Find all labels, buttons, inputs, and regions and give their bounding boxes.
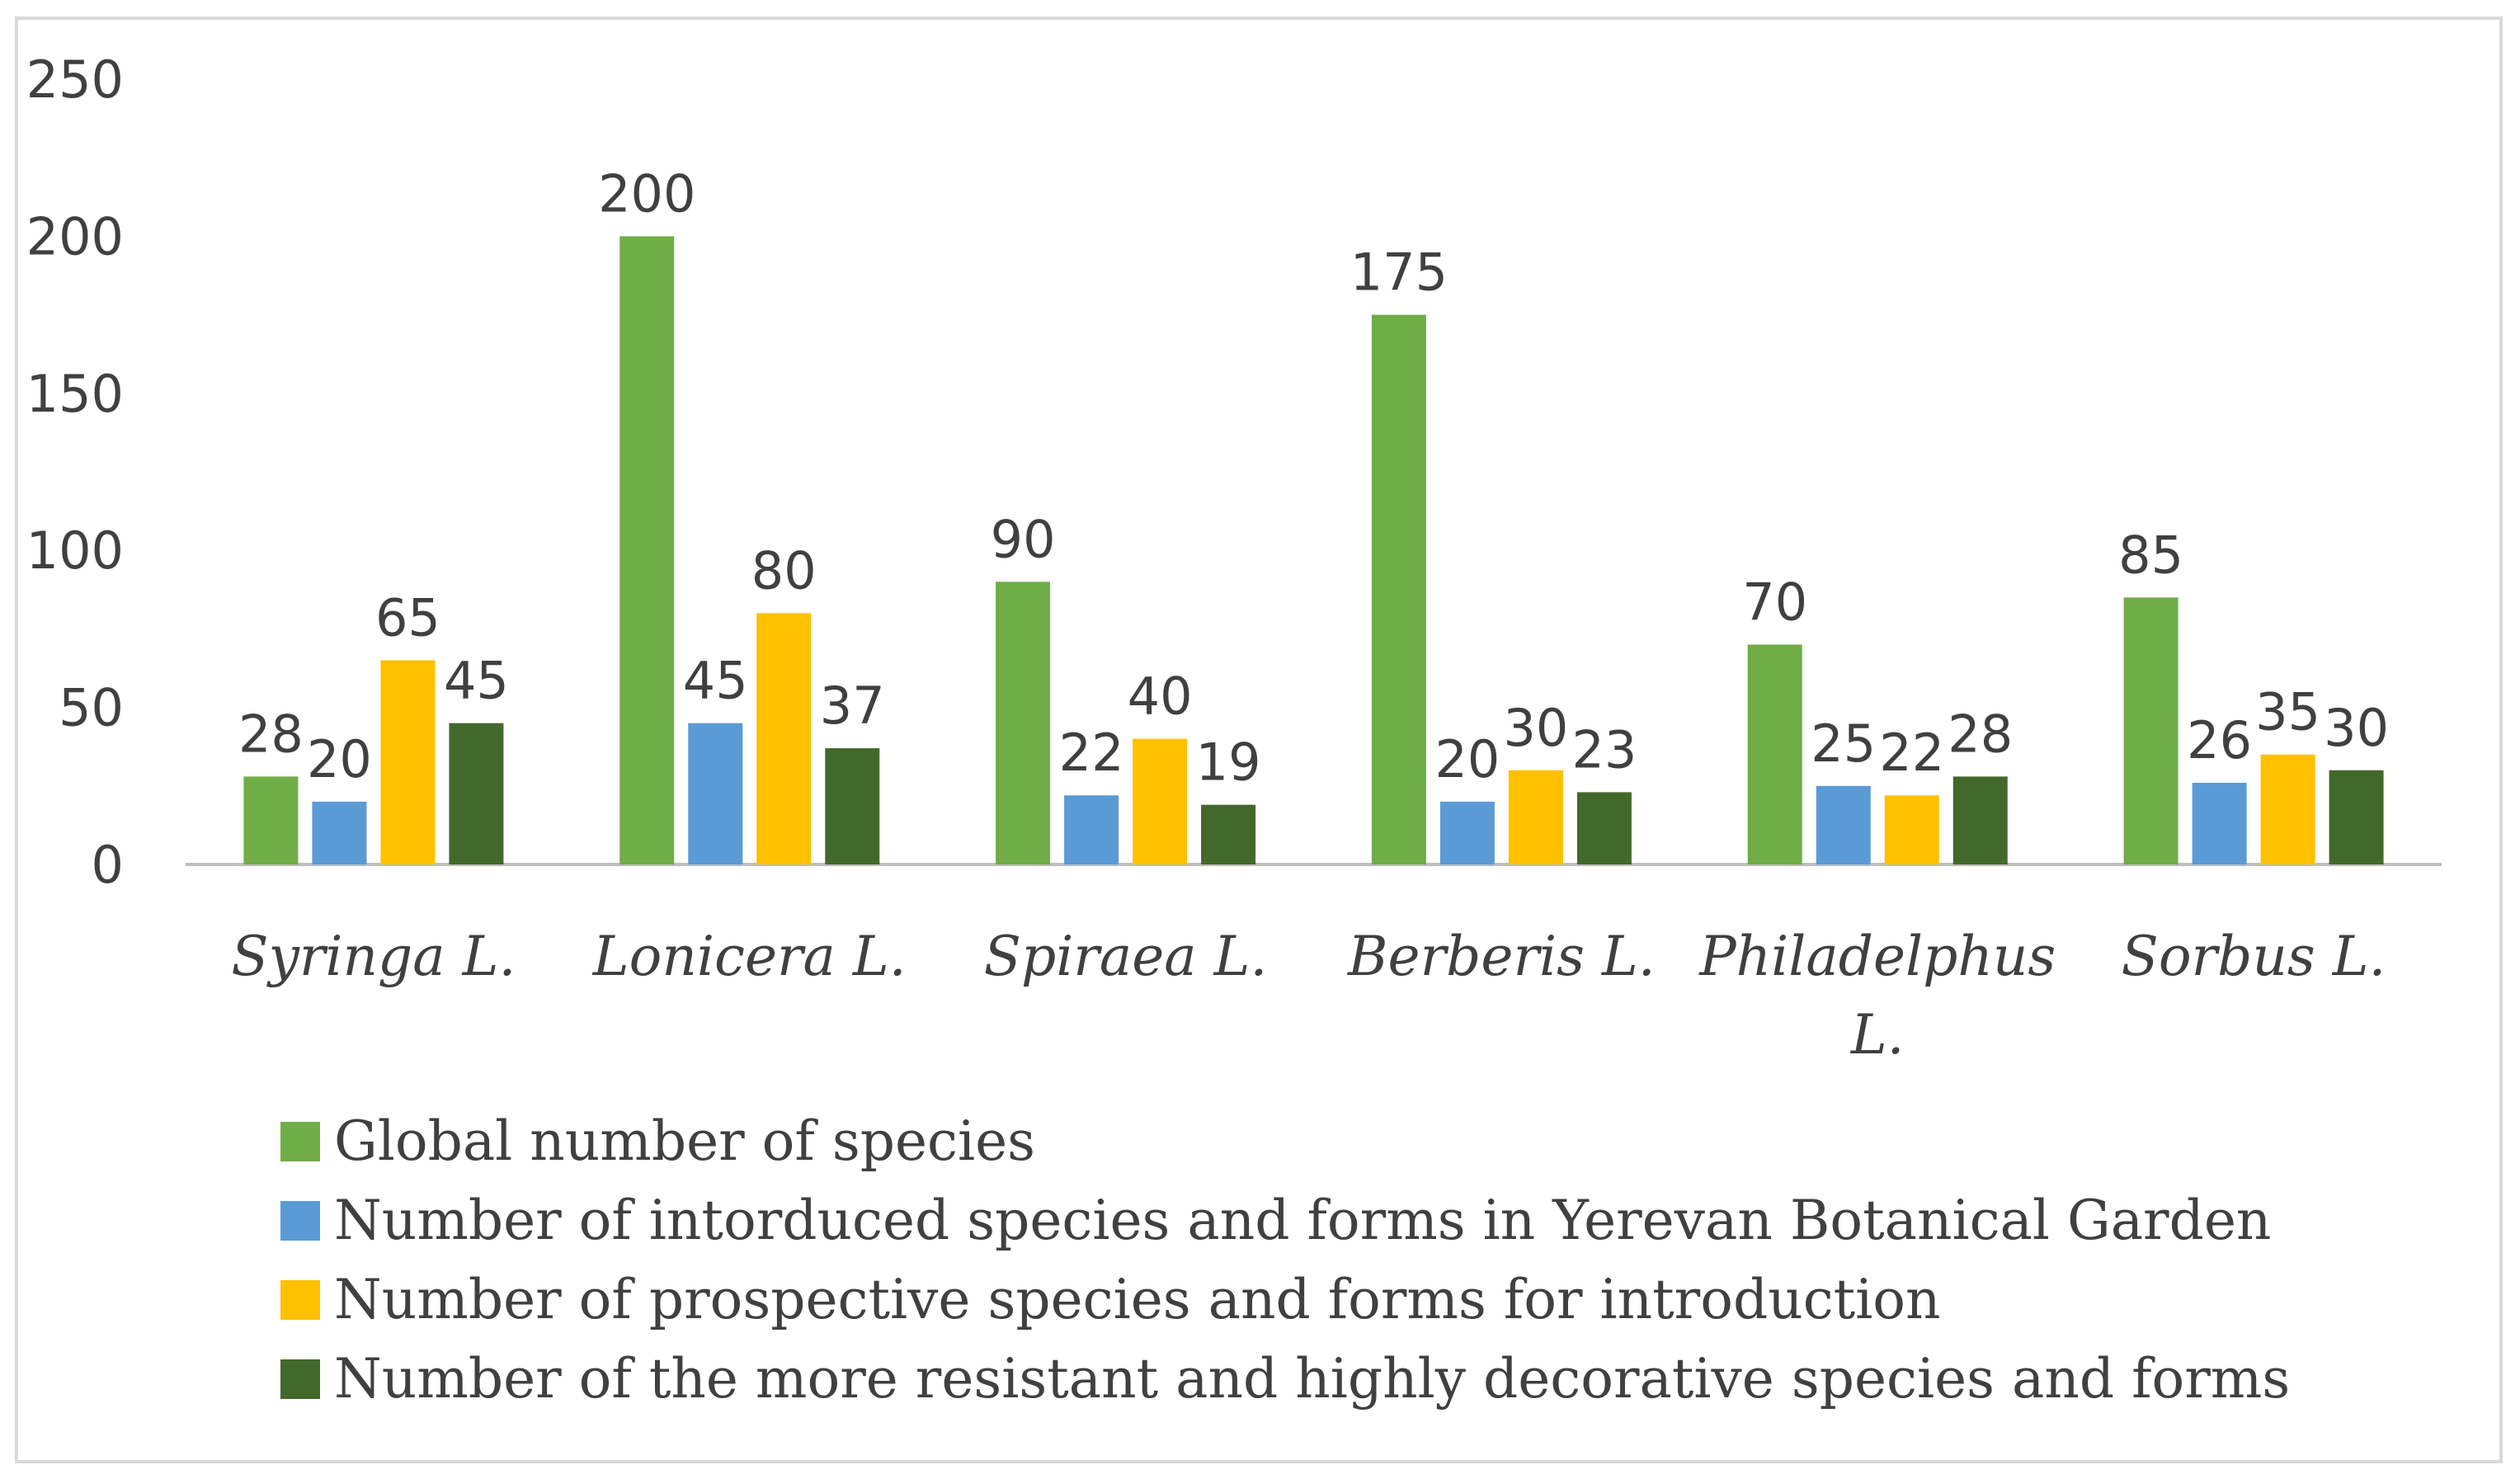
data-labels: 28 200 90 175 70 85 20 45 22 20 25 26 65 80 40 30 22 35 45… <box>238 163 2389 792</box>
bars <box>243 236 2384 865</box>
legend-swatch <box>280 1359 320 1399</box>
bar <box>619 236 675 864</box>
data-label: 25 <box>1811 714 1876 774</box>
data-label: 80 <box>751 540 817 601</box>
data-label: 23 <box>1571 719 1637 780</box>
legend-swatch <box>280 1280 320 1320</box>
data-label: 35 <box>2255 682 2320 742</box>
y-tick-label: 150 <box>26 364 124 424</box>
data-label: 28 <box>238 704 304 764</box>
bar <box>312 801 367 864</box>
bar <box>996 582 1051 864</box>
data-label: 45 <box>683 651 748 711</box>
y-tick-label: 200 <box>26 206 124 266</box>
data-label: 90 <box>991 509 1056 569</box>
data-label: 175 <box>1350 243 1448 303</box>
bar <box>825 748 880 864</box>
bar <box>1371 314 1426 865</box>
y-tick-label: 50 <box>59 678 124 738</box>
legend-label: Number of the more resistant and highly … <box>334 1347 2290 1411</box>
category-label: L. <box>1850 1003 1905 1067</box>
bar <box>1201 804 1256 864</box>
data-label: 200 <box>598 163 695 224</box>
data-label: 22 <box>1879 723 1944 783</box>
y-tick-label: 0 <box>92 835 124 895</box>
bar <box>688 723 743 864</box>
data-label: 26 <box>2187 710 2252 770</box>
bar <box>2192 782 2247 864</box>
bar <box>2123 597 2179 864</box>
bar <box>2329 770 2384 864</box>
bar <box>1747 644 1802 864</box>
data-label: 65 <box>375 587 440 648</box>
data-label: 30 <box>1503 698 1568 758</box>
legend-label: Global number of species <box>334 1109 1035 1173</box>
bar <box>1816 785 1871 864</box>
bar <box>1884 795 1939 864</box>
bar <box>1576 792 1632 864</box>
bar <box>243 776 299 864</box>
data-label: 85 <box>2118 525 2183 585</box>
legend: Global number of species Number of intord… <box>280 1109 2290 1411</box>
bar <box>2260 754 2315 864</box>
legend-label: Number of intorduced species and forms i… <box>334 1189 2271 1252</box>
data-label: 20 <box>1434 729 1500 789</box>
bar <box>380 660 436 864</box>
legend-swatch <box>280 1201 320 1241</box>
bar <box>1952 776 2008 864</box>
category-label: Lonicera L. <box>592 925 907 988</box>
data-label: 70 <box>1742 572 1807 632</box>
bar <box>1064 795 1119 864</box>
legend-label: Number of prospective species and forms … <box>334 1268 1941 1331</box>
category-label: Spiraea L. <box>984 925 1268 988</box>
data-label: 19 <box>1196 732 1261 793</box>
category-label: Berberis L. <box>1347 925 1656 988</box>
data-label: 22 <box>1059 723 1124 783</box>
data-label: 30 <box>2324 698 2389 758</box>
y-axis-ticks: 0 50 100 150 200 250 <box>26 49 124 895</box>
bar <box>1508 770 1563 864</box>
data-label: 37 <box>820 676 885 736</box>
category-labels: Syringa L. Lonicera L. Spiraea L. Berberis … <box>231 925 2386 1067</box>
data-label: 45 <box>444 651 509 711</box>
data-label: 28 <box>1948 704 2013 764</box>
category-label: Philadelphus <box>1698 925 2056 988</box>
y-tick-label: 100 <box>26 520 124 581</box>
category-label: Sorbus L. <box>2122 925 2386 988</box>
category-label: Syringa L. <box>231 925 516 988</box>
bar <box>1439 801 1495 864</box>
bar <box>449 723 504 864</box>
legend-swatch <box>280 1122 320 1161</box>
y-tick-label: 250 <box>26 49 124 110</box>
data-label: 40 <box>1128 666 1193 727</box>
data-label: 20 <box>307 729 372 789</box>
bar <box>1133 738 1188 864</box>
bar <box>756 613 812 864</box>
